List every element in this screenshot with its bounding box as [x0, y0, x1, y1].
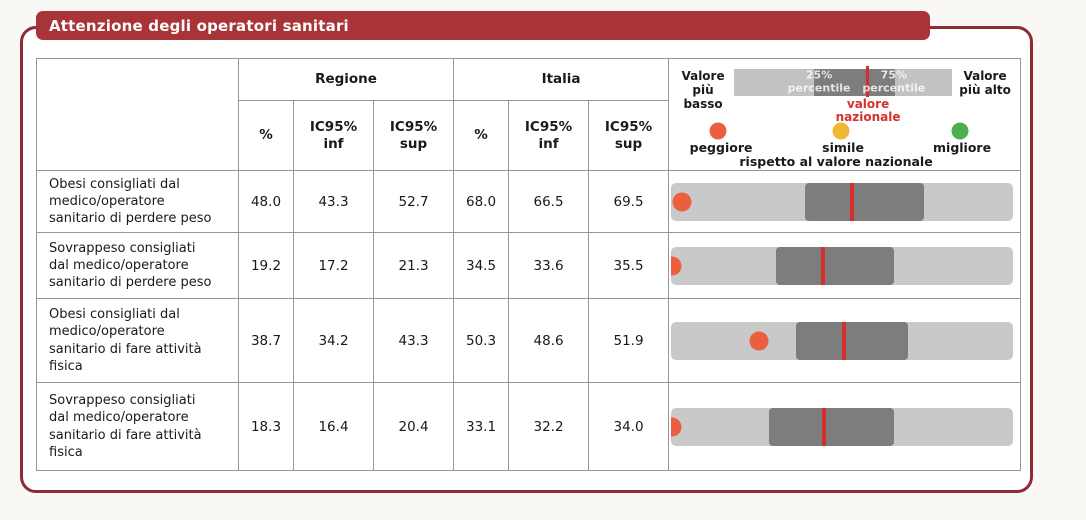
national-line [821, 407, 826, 446]
value-regione-pct: 18.3 [238, 382, 294, 471]
panel-title-bar: Attenzione degli operatori sanitari [36, 11, 930, 40]
better-dot-icon [951, 122, 969, 139]
percentile-bar-cell [668, 232, 1022, 299]
stats-table: Regione Italia Valore più basso 25% perc… [36, 58, 1022, 471]
legend-cell: Valore più basso 25% percentile 75% perc… [668, 58, 1022, 171]
value-italia-inf: 66.5 [508, 170, 590, 233]
panel-title: Attenzione degli operatori sanitari [49, 16, 349, 35]
row-label: Sovrappeso consigliati dal medico/operat… [36, 382, 239, 471]
value-regione-inf: 43.3 [293, 170, 374, 233]
range-bar [671, 407, 1014, 446]
value-italia-pct: 68.0 [453, 170, 510, 233]
value-italia-sup: 35.5 [588, 232, 670, 299]
percentile-bar-cell [668, 298, 1022, 383]
legend-worse-label: peggiore [689, 139, 753, 155]
value-regione-pct: 48.0 [238, 170, 294, 233]
national-line [849, 182, 854, 221]
percentile-band [769, 407, 895, 446]
value-regione-pct: 19.2 [238, 232, 294, 299]
range-bar [671, 182, 1014, 221]
subheader-regione-inf: IC95% inf [293, 100, 374, 171]
value-regione-inf: 16.4 [293, 382, 374, 471]
worse-dot-icon [709, 122, 727, 139]
legend-national-label: valore nazionale [835, 96, 901, 125]
corner-cell [36, 58, 239, 171]
table-row: Sovrappeso consigliati dal medico/operat… [36, 382, 1022, 471]
value-italia-inf: 48.6 [508, 298, 590, 383]
row-label: Sovrappeso consigliati dal medico/operat… [36, 232, 239, 299]
group-header-row: Regione Italia Valore più basso 25% perc… [36, 58, 1022, 171]
legend-high-label: Valore più alto [959, 68, 1011, 97]
subheader-italia-pct: % [453, 100, 510, 171]
value-italia-sup: 69.5 [588, 170, 670, 233]
value-italia-pct: 50.3 [453, 298, 510, 383]
legend-national-line [866, 65, 870, 97]
legend-low-label: Valore più basso [681, 68, 725, 112]
range-bar [671, 321, 1014, 360]
legend-similar-label: simile [822, 139, 864, 155]
national-line [842, 321, 847, 360]
range-bar [671, 246, 1014, 285]
percentile-band [795, 321, 909, 360]
legend-range-bar: 25% percentile 75% percentile [734, 65, 953, 97]
value-italia-pct: 34.5 [453, 232, 510, 299]
value-italia-sup: 34.0 [588, 382, 670, 471]
table-row: Obesi consigliati dal medico/operatore s… [36, 170, 1022, 233]
legend-p75-label: 75% percentile [862, 68, 926, 94]
region-dot [671, 256, 682, 275]
value-italia-inf: 33.6 [508, 232, 590, 299]
table-row: Sovrappeso consigliati dal medico/operat… [36, 232, 1022, 299]
row-label: Obesi consigliati dal medico/operatore s… [36, 170, 239, 233]
percentile-band [805, 182, 925, 221]
legend-p25-label: 25% percentile [787, 68, 851, 94]
subheader-italia-inf: IC95% inf [508, 100, 590, 171]
legend-percentile-band [813, 68, 896, 96]
region-dot [671, 417, 682, 436]
value-regione-pct: 38.7 [238, 298, 294, 383]
value-italia-pct: 33.1 [453, 382, 510, 471]
value-regione-inf: 17.2 [293, 232, 374, 299]
value-regione-sup: 43.3 [372, 298, 455, 383]
subheader-regione-sup: IC95% sup [372, 100, 455, 171]
legend-footnote: rispetto al valore nazionale [739, 153, 933, 169]
region-dot [672, 192, 692, 211]
legend-better-label: migliore [933, 139, 992, 155]
subheader-italia-sup: IC95% sup [588, 100, 670, 171]
row-label: Obesi consigliati dal medico/operatore s… [36, 298, 239, 383]
value-regione-inf: 34.2 [293, 298, 374, 383]
percentile-bar-cell [668, 170, 1022, 233]
legend: Valore più basso 25% percentile 75% perc… [669, 60, 1020, 170]
percentile-band [776, 246, 895, 285]
value-regione-sup: 21.3 [372, 232, 455, 299]
col-group-italia: Italia [453, 58, 670, 101]
value-italia-inf: 32.2 [508, 382, 590, 471]
table-row: Obesi consigliati dal medico/operatore s… [36, 298, 1022, 383]
sub-header-row: % IC95% inf IC95% sup % IC95% inf IC95% … [37, 100, 1021, 171]
region-dot [749, 331, 769, 350]
value-regione-sup: 52.7 [372, 170, 455, 233]
national-line [820, 246, 825, 285]
percentile-bar-cell [668, 382, 1022, 471]
col-group-regione: Regione [237, 58, 455, 101]
similar-dot-icon [832, 122, 850, 139]
subheader-regione-pct: % [238, 100, 294, 171]
value-regione-sup: 20.4 [372, 382, 455, 471]
value-italia-sup: 51.9 [588, 298, 670, 383]
